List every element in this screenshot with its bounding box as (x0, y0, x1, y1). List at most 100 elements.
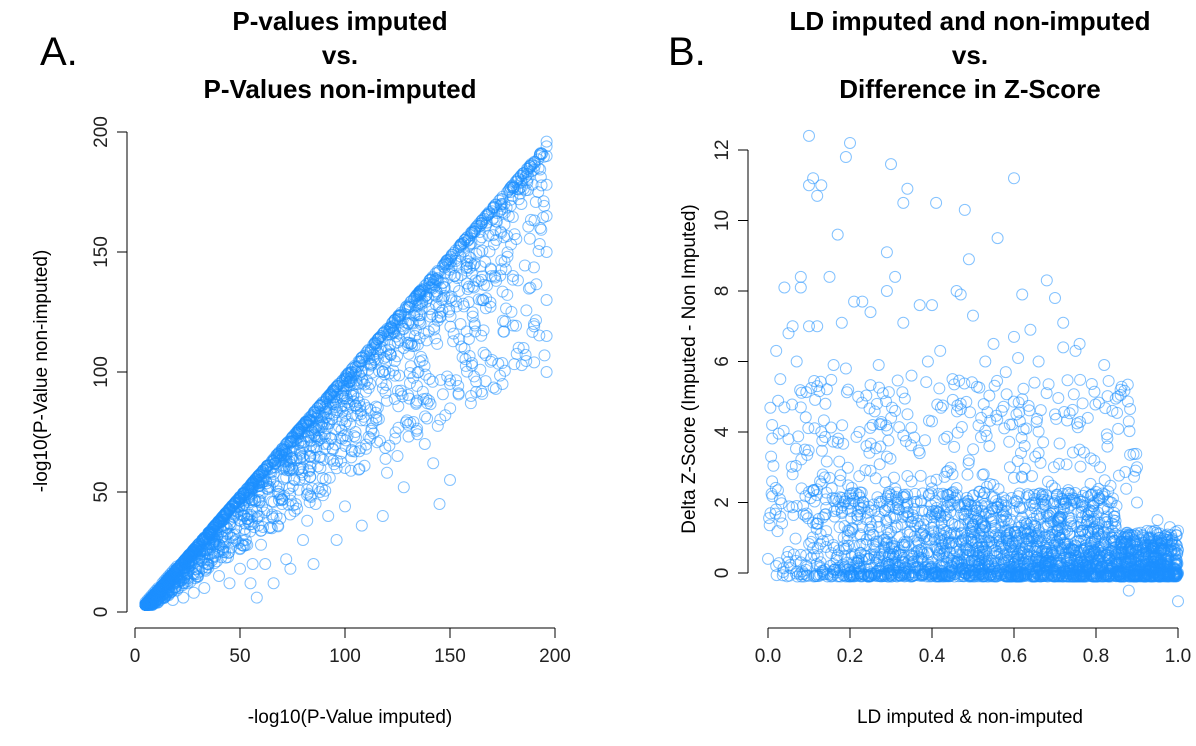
panel-a-data-point (422, 325, 435, 338)
panel-a-data-point (358, 459, 371, 472)
panel-a-data-point (477, 294, 490, 307)
panel-a-data-point (360, 438, 373, 451)
panel-a-data-point (441, 370, 454, 383)
panel-b-data-point (803, 129, 815, 142)
panel-b-data-point (1093, 530, 1106, 543)
panel-a-data-point (443, 305, 456, 318)
panel-b-data-point (1154, 531, 1167, 544)
panel-a-data-point (161, 574, 174, 587)
panel-b-data-point (1046, 534, 1059, 547)
panel-b-data-point (1154, 570, 1167, 583)
panel-a-data-point (469, 325, 482, 338)
panel-a-data-point (181, 574, 194, 587)
panel-b-data-point (1009, 539, 1022, 552)
panel-b-data-point (763, 512, 776, 525)
panel-b-title-line-1: LD imputed and non-imputed (789, 6, 1151, 36)
panel-b-data-point (925, 487, 938, 500)
panel-a-data-point (520, 354, 533, 367)
panel-a-data-point (388, 393, 401, 406)
panel-a-data-point (462, 333, 475, 346)
panel-b-data-point (841, 502, 854, 515)
panel-b-data-point (1057, 316, 1070, 329)
panel-a-data-point (223, 577, 236, 590)
panel-b-data-point (983, 534, 996, 547)
panel-b-data-point (897, 196, 910, 209)
panel-a-y-tick-label: 100 (91, 356, 112, 388)
panel-a-title-line-1: P-values imputed (232, 6, 448, 36)
panel-a-data-point (510, 232, 523, 245)
panel-b-data-point (880, 246, 893, 259)
panel-b-data-point (1145, 545, 1158, 558)
panel-b-data-point (827, 538, 840, 551)
panel-a-data-point (528, 214, 541, 227)
panel-a-data-point (310, 443, 323, 456)
panel-a-data-point (323, 389, 336, 402)
panel-b-data-point (1012, 490, 1025, 503)
panel-b-data-point (963, 570, 976, 583)
panel-a-data-point (280, 455, 293, 468)
panel-b-data-point (1015, 527, 1028, 540)
panel-a-data-point (255, 538, 267, 551)
panel-a-data-point (455, 237, 468, 250)
panel-a-data-point (393, 334, 406, 347)
panel-a-data-point (246, 558, 259, 570)
panel-a-data-point (215, 514, 228, 527)
panel-b-data-point (1039, 541, 1052, 554)
panel-b-data-point (1166, 532, 1179, 545)
panel-a-data-point (477, 324, 490, 337)
panel-b-data-point (1116, 556, 1129, 569)
panel-b-data-point (1075, 569, 1088, 582)
panel-a-y-tick-label: 50 (91, 481, 112, 502)
panel-b-data-point (831, 228, 844, 241)
panel-b-data-point (1098, 359, 1111, 372)
panel-a-data-point (326, 454, 339, 467)
panel-a-data-point (453, 333, 466, 346)
panel-b-data-point (1003, 461, 1016, 474)
panel-a-data-point (302, 464, 315, 477)
panel-a-data-point (266, 495, 279, 508)
panel-a-data-point (512, 193, 525, 206)
panel-a-data-point (222, 527, 235, 540)
panel-b-data-point (1101, 546, 1114, 559)
panel-a-data-point (498, 325, 511, 338)
panel-b-data-point (803, 179, 815, 192)
panel-b-data-point (1092, 506, 1105, 519)
panel-b-data-point (1018, 516, 1031, 529)
panel-a-data-point (140, 598, 153, 611)
panel-b-data-point (979, 355, 992, 368)
panel-b-data-point (794, 281, 807, 294)
panel-a-data-point (339, 462, 351, 474)
panel-b-data-point (896, 568, 909, 581)
panel-a-data-point (258, 506, 271, 519)
panel-b-data-point (790, 355, 803, 368)
panel-b-data-point (911, 534, 924, 547)
panel-b-data-point (1153, 568, 1166, 581)
panel-a-data-point (375, 376, 388, 389)
panel-a-x-tick-label: 50 (229, 646, 250, 667)
panel-a-data-point (359, 385, 372, 398)
panel-a-data-point (460, 277, 473, 290)
panel-a-data-point (376, 510, 389, 522)
panel-a-data-point (213, 570, 225, 582)
panel-b-data-point (958, 498, 971, 511)
panel-b-data-point (995, 568, 1008, 581)
panel-b-data-point (865, 562, 878, 575)
panel-a-data-point (322, 510, 335, 522)
panel-b-data-point (918, 531, 931, 544)
panel-b-data-point (1052, 392, 1065, 405)
panel-b-data-point (833, 564, 846, 577)
panel-b-y-tick-label: 6 (712, 356, 733, 367)
panel-a-data-point (444, 374, 457, 387)
panel-a-x-tick-label: 100 (329, 646, 361, 667)
panel-a-data-point (314, 409, 327, 422)
panel-a-xlabel: -log10(P-Value imputed) (247, 707, 453, 728)
panel-a-data-point (517, 342, 530, 354)
panel-b-data-point (1030, 510, 1043, 523)
panel-a-data-point (387, 326, 400, 339)
panel-b-data-point (820, 525, 833, 538)
panel-b-data-point (1008, 471, 1020, 484)
panel-b-data-point (830, 551, 843, 564)
panel-a-data-point (509, 319, 522, 332)
panel-a-data-point (297, 534, 309, 546)
panel-b-y-tick-label: 10 (712, 210, 733, 231)
